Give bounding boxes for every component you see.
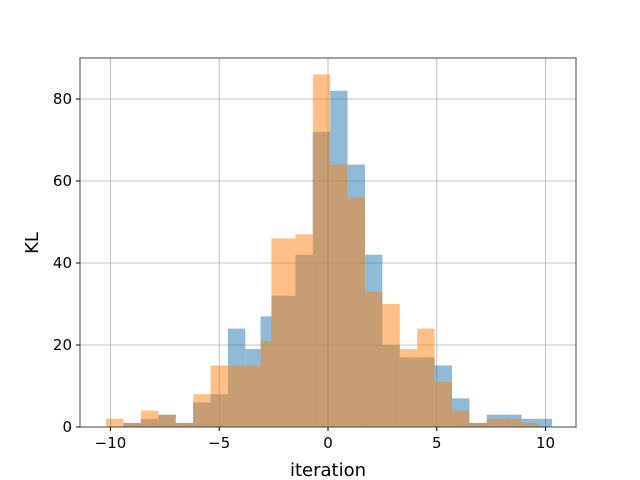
histogram-bar-series-1 [539, 418, 553, 427]
y-tick-label: 80 [53, 90, 72, 108]
histogram-bar-series-2 [175, 422, 194, 427]
y-tick-label: 60 [53, 172, 72, 190]
histogram-bar-series-2 [469, 422, 487, 427]
y-tick-label: 20 [53, 336, 72, 354]
histogram-bar-series-2 [417, 328, 435, 427]
histogram-bar-series-2 [330, 164, 348, 427]
histogram-bar-series-2 [227, 365, 246, 427]
x-tick-label: −10 [95, 434, 127, 452]
histogram-bar-series-2 [434, 381, 452, 427]
histogram-bar-series-2 [210, 365, 228, 427]
histogram-bar-series-2 [399, 349, 418, 427]
y-tick-label: 0 [62, 418, 72, 436]
y-tick-label: 40 [53, 254, 72, 272]
histogram-bar-series-2 [106, 418, 124, 427]
histogram-bar-series-2 [271, 238, 296, 427]
x-tick-label: 0 [323, 434, 333, 452]
histogram-bar-series-2 [123, 422, 141, 427]
histogram-bar-series-2 [521, 422, 540, 427]
histogram-bar-series-2 [382, 304, 400, 427]
histogram-bar-series-2 [452, 410, 470, 427]
x-tick-label: 10 [536, 434, 555, 452]
histogram-bar-series-2 [364, 291, 383, 427]
x-tick-label: −5 [208, 434, 230, 452]
histogram-bar-series-2 [140, 410, 159, 427]
histogram-bar-series-2 [295, 234, 313, 427]
histogram-bar-series-2 [486, 418, 505, 427]
y-axis-ticks: 0 20 40 60 80 [53, 90, 80, 436]
histogram-bars [106, 74, 553, 428]
histogram-bar-series-2 [193, 394, 211, 427]
x-axis-label: iteration [290, 460, 366, 480]
x-tick-label: 5 [432, 434, 442, 452]
histogram-bar-series-2 [312, 74, 331, 428]
histogram-bar-series-2 [347, 197, 365, 427]
histogram-bar-series-2 [504, 418, 522, 427]
histogram-bar-series-2 [158, 414, 176, 427]
histogram-bar-series-2 [260, 340, 272, 427]
x-axis-ticks: −10 −5 0 5 10 [95, 427, 555, 452]
histogram-bar-series-2 [245, 365, 261, 427]
y-axis-label: KL [22, 232, 43, 254]
